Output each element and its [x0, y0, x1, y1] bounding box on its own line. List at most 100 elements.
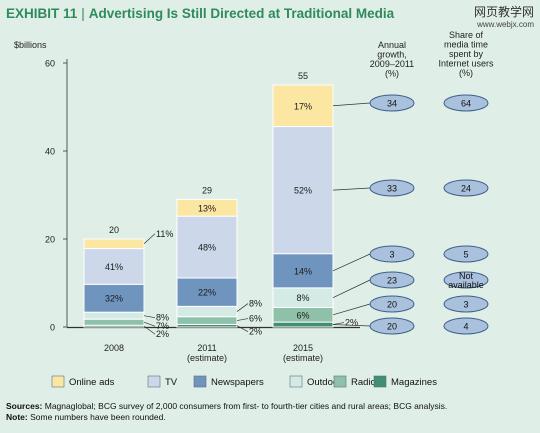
stacked-bar-chart: $billions0204060202008292011(estimate)55… — [14, 30, 494, 388]
bar-segment — [176, 305, 238, 318]
exhibit-title: Advertising Is Still Directed at Traditi… — [88, 6, 395, 21]
sources-text: Magnaglobal; BCG survey of 2,000 consume… — [44, 401, 448, 411]
share-oval — [443, 295, 489, 313]
leader-line — [236, 318, 249, 321]
leader-line — [236, 325, 249, 333]
legend-label: Newspapers — [211, 377, 264, 388]
segment-pct-label: 2% — [345, 318, 358, 328]
growth-oval — [369, 271, 415, 289]
legend-swatch — [289, 375, 303, 388]
growth-value: 34 — [387, 99, 397, 109]
legend-swatch — [147, 375, 161, 388]
row-connector-line — [332, 324, 371, 327]
y-axis-label: $billions — [14, 40, 47, 50]
segment-pct-label: 22% — [198, 288, 216, 298]
growth-value: 23 — [387, 276, 397, 286]
growth-header-text: Annual — [378, 40, 406, 50]
growth-value: 20 — [387, 322, 397, 332]
segment-pct-label: 2% — [156, 329, 169, 339]
bar-segment — [176, 316, 238, 325]
legend-swatch — [51, 375, 65, 388]
growth-value: 20 — [387, 300, 397, 310]
bar-total-label: 29 — [202, 185, 212, 195]
share-header-text: spent by — [449, 49, 484, 59]
bar-segment — [83, 283, 145, 313]
bar-segment — [272, 126, 334, 255]
row-connector-line — [332, 253, 371, 272]
bar-total-label: 55 — [298, 71, 308, 81]
segment-pct-label: 8% — [296, 293, 309, 303]
segment-pct-label: 6% — [296, 310, 309, 320]
growth-header-text: 2009–2011 — [370, 59, 414, 69]
segment-pct-label: 7% — [156, 321, 169, 331]
growth-value: 33 — [387, 184, 397, 194]
share-value: available — [448, 280, 484, 290]
leader-line — [143, 233, 156, 245]
x-tick-label: 2015 — [293, 343, 313, 353]
leader-line — [236, 303, 249, 312]
sources-line: Sources: Magnaglobal; BCG survey of 2,00… — [6, 401, 447, 412]
legend-swatch — [373, 375, 387, 388]
watermark-text: 网页教学网 — [473, 5, 534, 19]
x-tick-label: (estimate) — [283, 353, 323, 363]
y-tick-label: 20 — [45, 235, 55, 245]
share-value: 5 — [463, 250, 468, 260]
bar-segment — [272, 321, 334, 328]
row-connector-line — [332, 303, 371, 316]
y-tick-label: 40 — [45, 147, 55, 157]
footnotes: Sources: Magnaglobal; BCG survey of 2,00… — [6, 401, 447, 423]
growth-header-text: growth, — [377, 50, 407, 60]
segment-pct-label: 8% — [249, 299, 262, 309]
leader-line — [332, 322, 345, 325]
note-line: Note: Some numbers have been rounded. — [6, 412, 447, 423]
row-connector-line — [332, 102, 371, 107]
segment-pct-label: 14% — [294, 266, 312, 276]
segment-pct-label: 8% — [156, 313, 169, 323]
share-value: 4 — [463, 322, 468, 332]
segment-pct-label: 17% — [294, 101, 312, 111]
bar-total-label: 20 — [109, 225, 119, 235]
leader-line — [143, 321, 156, 327]
note-text: Some numbers have been rounded. — [30, 412, 166, 422]
x-tick-label: (estimate) — [187, 353, 227, 363]
exhibit-label: EXHIBIT 11 — [6, 6, 78, 21]
leader-line — [143, 325, 156, 335]
legend-label: Online ads — [69, 377, 115, 388]
growth-oval — [369, 94, 415, 112]
title-separator: | — [81, 6, 85, 21]
bar-segment — [176, 198, 238, 217]
share-value: 64 — [461, 99, 471, 109]
page-title: EXHIBIT 11 | Advertising Is Still Directed… — [6, 6, 394, 21]
share-oval — [443, 179, 489, 197]
growth-oval — [369, 245, 415, 263]
segment-pct-label: 52% — [294, 186, 312, 196]
share-oval — [443, 317, 489, 335]
segment-pct-label: 2% — [249, 327, 262, 337]
share-value: 3 — [463, 300, 468, 310]
share-header-text: media time — [444, 40, 488, 50]
share-header-text: Internet users — [438, 59, 494, 69]
bar-segment — [272, 84, 334, 128]
x-tick-label: 2011 — [197, 343, 216, 353]
bar-segment — [176, 277, 238, 307]
growth-oval — [369, 317, 415, 335]
leader-line — [143, 315, 156, 319]
segment-pct-label: 41% — [105, 262, 123, 272]
y-tick-label: 60 — [45, 59, 55, 69]
share-oval — [443, 94, 489, 112]
note-label: Note: — [6, 412, 28, 422]
bar-segment — [83, 238, 145, 250]
growth-oval — [369, 295, 415, 313]
share-oval — [443, 245, 489, 263]
legend-label: Magazines — [391, 377, 437, 388]
bar-segment — [83, 318, 145, 326]
growth-header-text: (%) — [385, 69, 399, 79]
y-tick-label: 0 — [50, 323, 55, 333]
segment-pct-label: 48% — [198, 243, 216, 253]
legend-label: TV — [165, 377, 178, 388]
segment-pct-label: 32% — [105, 294, 123, 304]
share-header-text: Share of — [449, 30, 484, 40]
bar-segment — [176, 215, 238, 279]
watermark: 网页教学网 www.webjx.com — [474, 3, 534, 29]
watermark-url: www.webjx.com — [477, 20, 534, 29]
